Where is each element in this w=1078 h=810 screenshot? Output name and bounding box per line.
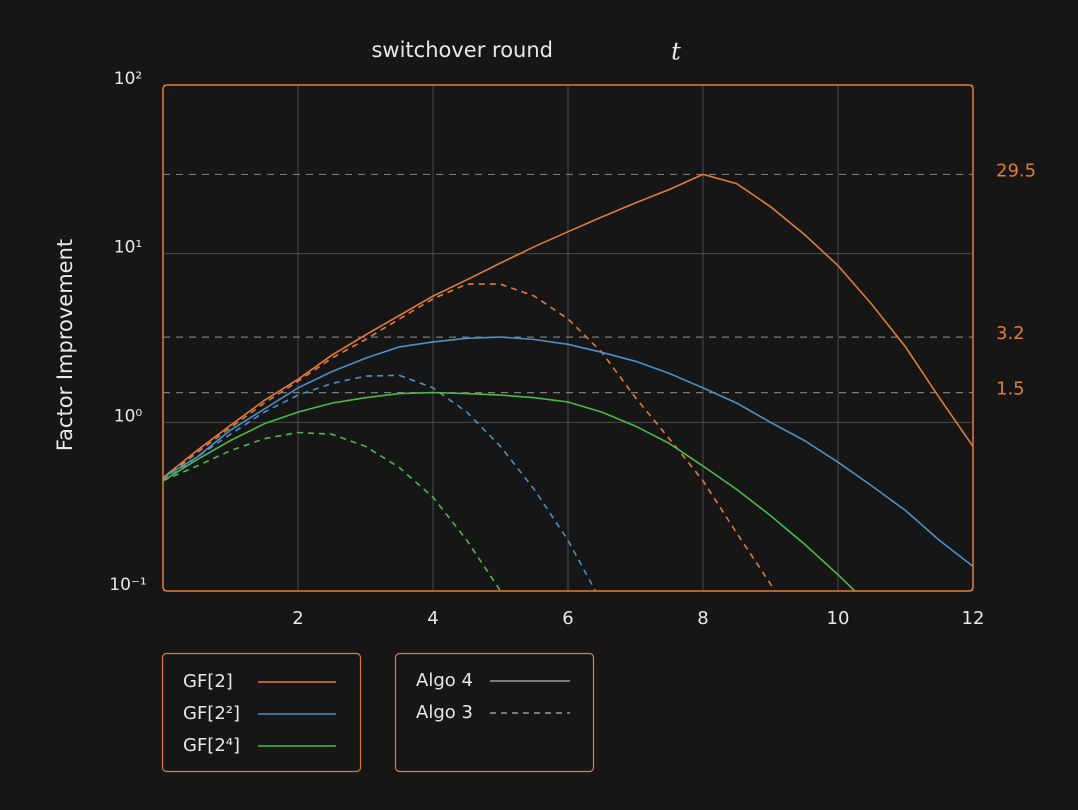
legend-label: GF[2²] [183, 703, 240, 724]
legend-label: GF[2] [183, 671, 233, 692]
x-tick-label: 12 [962, 608, 985, 629]
plot-lines [163, 173, 973, 591]
plot-frame [162, 84, 974, 592]
series-line [163, 374, 597, 591]
y-tick-label: 10² [114, 69, 142, 89]
chart-title-variable: t [671, 38, 681, 66]
x-tick-label: 6 [562, 608, 573, 629]
x-tick-label: 4 [427, 608, 438, 629]
legend-label: Algo 3 [416, 702, 473, 723]
chart-title: switchover round [371, 38, 553, 62]
series-line [163, 431, 502, 591]
legend-box [394, 652, 595, 773]
y-axis-label: Factor Improvement [53, 239, 77, 451]
reference-label: 1.5 [996, 379, 1025, 400]
x-tick-label: 10 [827, 608, 850, 629]
y-tick-label: 10¹ [114, 238, 142, 258]
series-line [163, 283, 776, 591]
x-tick-label: 8 [697, 608, 708, 629]
series-line [163, 336, 973, 568]
y-tick-label: 10⁰ [114, 406, 143, 426]
series-line [163, 173, 973, 479]
legend-box [161, 652, 362, 773]
y-tick-label: 10⁻¹ [109, 575, 146, 595]
series-line [163, 391, 857, 591]
reference-label: 3.2 [996, 323, 1025, 344]
legend-label: GF[2⁴] [183, 735, 240, 756]
x-tick-label: 2 [292, 608, 303, 629]
legend-label: Algo 4 [416, 670, 473, 691]
reference-label: 29.5 [996, 160, 1036, 181]
